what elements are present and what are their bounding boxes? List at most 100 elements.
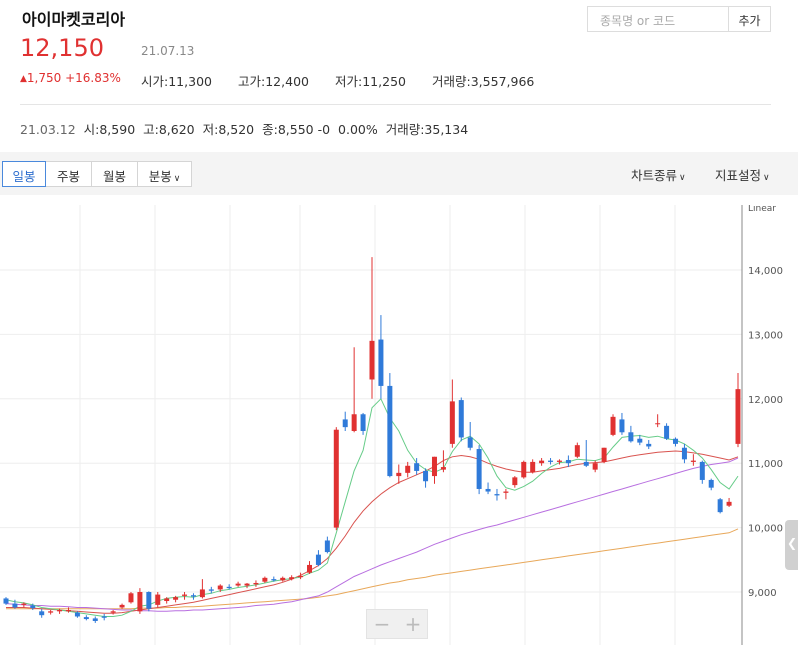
candle-body [101, 616, 107, 618]
change-amount: 1,750 [26, 71, 62, 85]
candle-body [556, 460, 562, 462]
candle-body [592, 463, 598, 470]
volume-stat: 거래량:3,557,966 [432, 74, 535, 89]
candle-body [12, 603, 18, 608]
candle-body [512, 477, 518, 486]
candle-body [333, 429, 339, 528]
candle-body [378, 339, 384, 386]
candle-body [83, 617, 89, 620]
candle-body [92, 618, 98, 621]
candle-body [673, 438, 679, 444]
y-tick-label: 12,000 [748, 395, 783, 406]
price-chart[interactable]: 9,000 10,000 11,000 12,000 13,000 14,000 Linea… [0, 205, 798, 645]
candle-body [190, 595, 196, 597]
candle-body [548, 460, 554, 462]
candle-body [503, 491, 509, 493]
high-stat: 고가:12,400 [238, 74, 309, 89]
add-button[interactable]: 추가 [729, 6, 771, 32]
y-tick-label: 11,000 [748, 459, 783, 470]
candle-body [440, 467, 446, 470]
current-price: 12,150 [20, 34, 104, 62]
candle-body [39, 611, 45, 616]
candle-body [485, 488, 491, 492]
candle-body [458, 400, 464, 438]
candle-body [530, 461, 536, 473]
candle-body [539, 460, 545, 464]
stock-name: 아이마켓코리아 [22, 10, 126, 29]
stock-search-input[interactable]: 종목명 or 코드 [587, 6, 729, 32]
zoom-out-button[interactable]: − [373, 612, 391, 636]
candle-body [619, 419, 625, 433]
candle-body [74, 612, 80, 617]
tab-monthly[interactable]: 월봉 [92, 161, 138, 187]
candle-body [253, 582, 259, 585]
price-change: ▲1,750 +16.83% [20, 71, 121, 85]
candle-body [280, 577, 286, 581]
moving-average-ma120 [6, 528, 739, 610]
chevron-down-icon: ∨ [763, 173, 770, 183]
candle-body [449, 401, 455, 444]
candle-body [646, 443, 652, 447]
candle-body [717, 499, 723, 513]
candle-body [146, 592, 152, 609]
chevron-left-icon: ❮ [787, 536, 798, 550]
candle-body [208, 589, 214, 591]
candle-body [637, 438, 643, 443]
candle-body [476, 449, 482, 489]
candle-body [628, 432, 634, 442]
quote-date: 21.07.13 [141, 44, 195, 58]
side-panel-toggle[interactable]: ❮ [785, 520, 798, 570]
scale-label: Linear [748, 205, 776, 214]
candle-body [699, 461, 705, 480]
moving-average-ma60 [5, 457, 739, 612]
candle-body [664, 425, 670, 439]
candle-body [137, 592, 143, 612]
candle-body [360, 414, 366, 431]
candle-body [164, 598, 170, 602]
candle-body [199, 589, 205, 598]
tab-minute[interactable]: 분봉 ∨ [138, 161, 192, 187]
candle-body [565, 459, 571, 464]
y-tick-label: 10,000 [748, 524, 783, 535]
candle-body [315, 554, 321, 565]
change-percent: +16.83% [65, 71, 121, 85]
indicator-settings-menu[interactable]: 지표설정 ∨ [715, 168, 770, 183]
candle-body [217, 585, 223, 590]
candle-body [396, 472, 402, 477]
candle-body [307, 564, 313, 573]
candle-body [414, 463, 420, 471]
up-arrow-icon: ▲ [20, 74, 27, 84]
candle-body [690, 460, 696, 462]
candle-body [262, 577, 268, 582]
y-tick-label: 9,000 [748, 588, 777, 599]
moving-average-ma5 [5, 397, 739, 617]
candle-body [369, 340, 375, 380]
candle-body [726, 501, 732, 506]
candle-body [226, 586, 232, 589]
candle-body [681, 447, 687, 460]
tab-daily[interactable]: 일봉 [2, 161, 46, 187]
open-stat: 시가:11,300 [141, 74, 212, 89]
candle-body [271, 579, 277, 581]
candle-body [119, 604, 125, 608]
chevron-down-icon: ∨ [679, 173, 686, 183]
candle-body [467, 437, 473, 448]
candle-body [387, 385, 393, 477]
zoom-in-button[interactable]: + [404, 612, 422, 636]
candle-body [155, 594, 161, 605]
chart-type-menu[interactable]: 차트종류 ∨ [631, 168, 686, 183]
divider [20, 104, 771, 105]
candle-body [128, 593, 134, 603]
candle-body [110, 611, 116, 613]
candle-body [21, 603, 27, 605]
candle-body [521, 461, 527, 478]
tab-weekly[interactable]: 주봉 [46, 161, 92, 187]
candle-body [708, 479, 714, 488]
candle-body [494, 494, 500, 496]
candle-body [324, 540, 330, 553]
candle-body [423, 470, 429, 482]
y-tick-label: 13,000 [748, 330, 783, 341]
candle-body [30, 605, 36, 609]
moving-average-ma20 [6, 450, 739, 614]
candle-body [735, 389, 741, 444]
